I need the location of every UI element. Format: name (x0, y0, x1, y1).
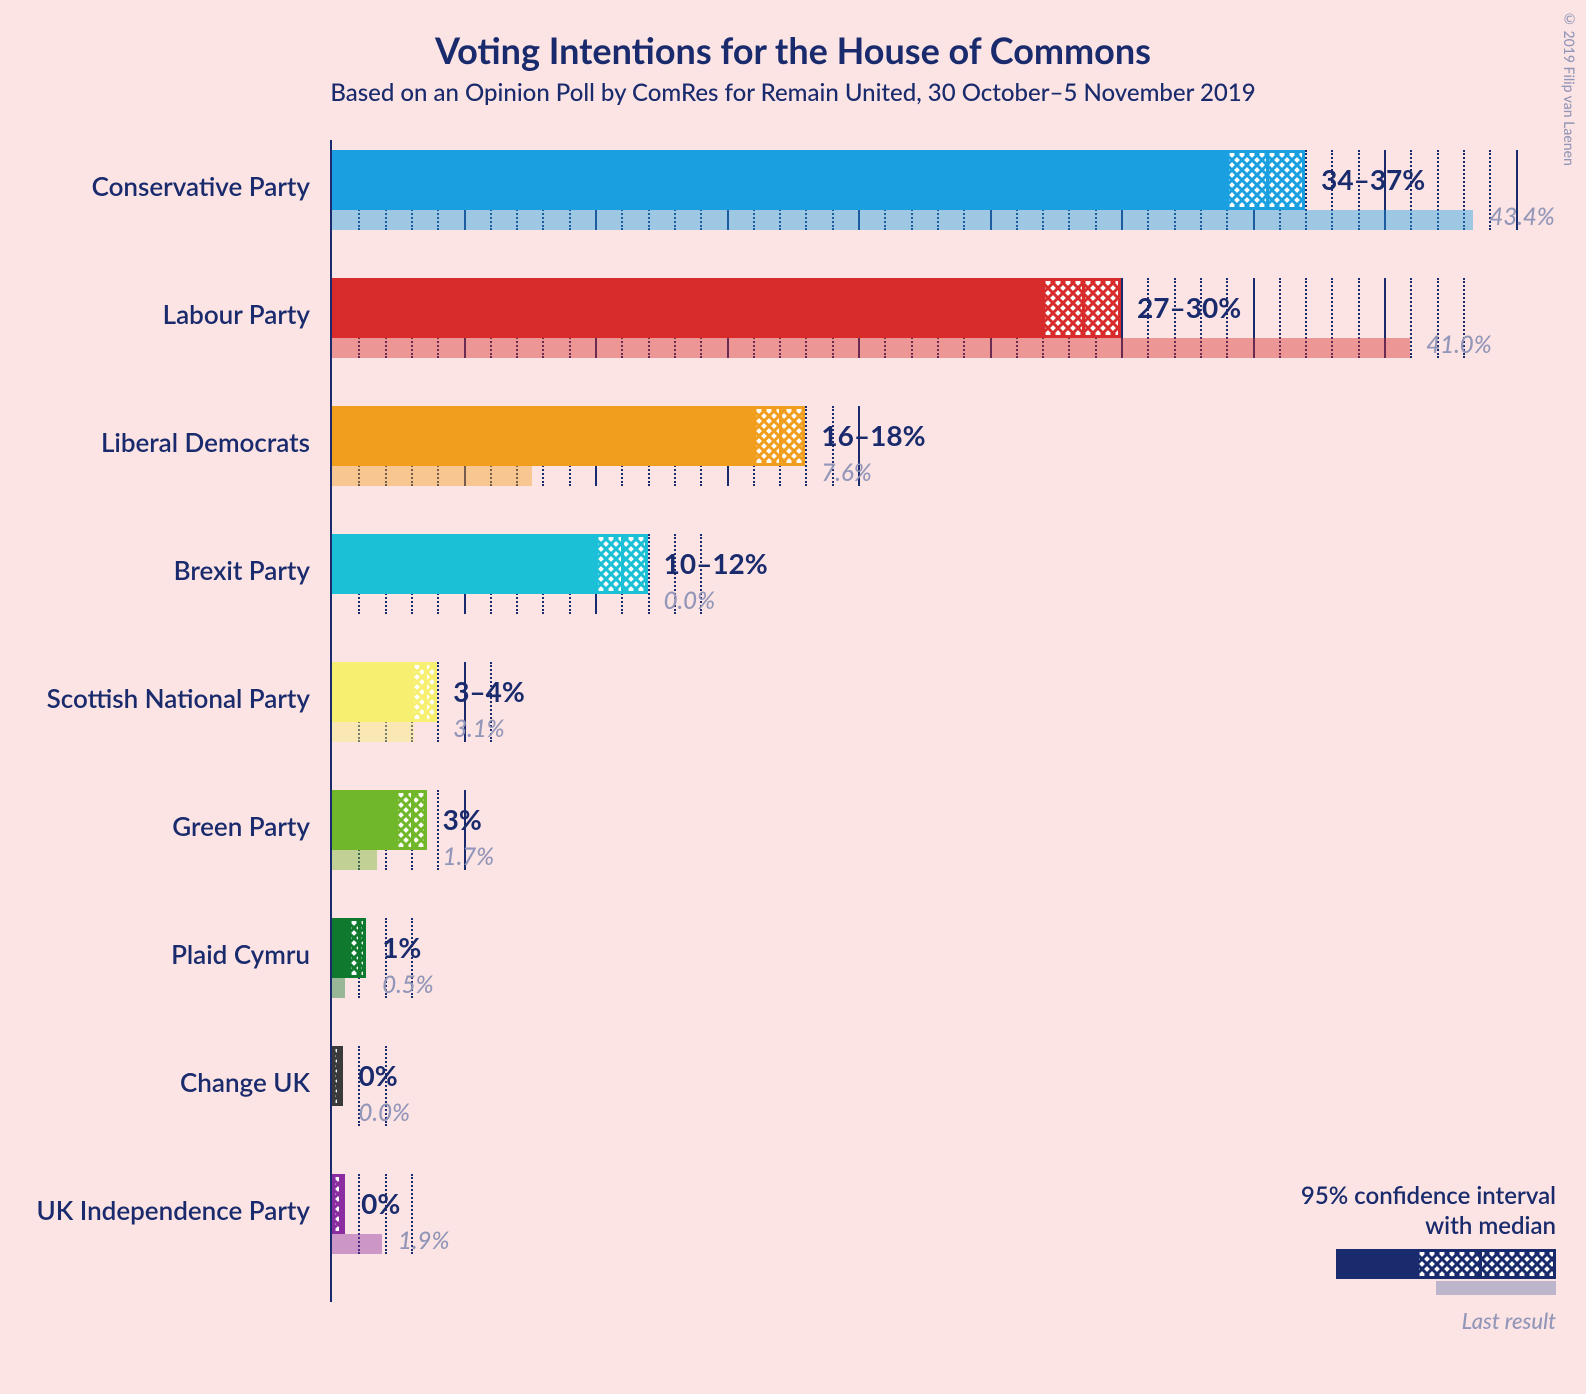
bar-last-result (332, 338, 1410, 358)
party-row: Labour Party27–30%41.0% (330, 268, 1510, 388)
legend-last-label: Last result (1301, 1307, 1556, 1334)
party-row: Green Party3%1.7% (330, 780, 1510, 900)
last-value-label: 7.6% (821, 458, 871, 487)
bar-last-result (332, 850, 377, 870)
party-row: Scottish National Party3–4%3.1% (330, 652, 1510, 772)
chart-area: Conservative Party34–37%43.4%Labour Part… (330, 140, 1510, 1330)
value-label: 34–37% (1321, 162, 1425, 196)
party-label: Scottish National Party (0, 682, 310, 714)
bar-last-result (332, 466, 532, 486)
bar-median (1082, 278, 1085, 338)
bar-median (358, 918, 361, 978)
legend-solid (1336, 1249, 1416, 1279)
value-label: 3% (443, 802, 482, 836)
last-value-label: 3.1% (453, 714, 504, 743)
party-label: Labour Party (0, 298, 310, 330)
legend: 95% confidence interval with median Last… (1301, 1181, 1556, 1334)
last-value-label: 41.0% (1426, 330, 1491, 359)
legend-title: 95% confidence interval with median (1301, 1181, 1556, 1241)
value-label: 16–18% (821, 418, 925, 452)
party-label: Green Party (0, 810, 310, 842)
bar-last-result (332, 1234, 382, 1254)
bar-solid (332, 534, 595, 594)
value-label: 0% (359, 1058, 398, 1092)
last-value-label: 0.0% (664, 586, 715, 615)
value-label: 3–4% (453, 674, 525, 708)
last-value-label: 1.9% (398, 1226, 449, 1255)
party-label: Conservative Party (0, 170, 310, 202)
bar-median (337, 1046, 340, 1106)
bar-median (424, 662, 427, 722)
bar-median (1266, 150, 1269, 210)
chart-title: Voting Intentions for the House of Commo… (0, 0, 1586, 72)
value-label: 1% (382, 930, 421, 964)
bar-solid (332, 790, 395, 850)
value-label: 27–30% (1137, 290, 1241, 324)
bar-median (339, 1174, 342, 1234)
bar-solid (332, 662, 411, 722)
chart-subtitle: Based on an Opinion Poll by ComRes for R… (0, 72, 1586, 107)
value-label: 0% (361, 1186, 400, 1220)
bar-last-result (332, 722, 414, 742)
last-value-label: 0.5% (382, 970, 433, 999)
party-row: Liberal Democrats16–18%7.6% (330, 396, 1510, 516)
value-label: 10–12% (664, 546, 768, 580)
legend-median (1479, 1249, 1482, 1279)
party-label: Liberal Democrats (0, 426, 310, 458)
bar-solid (332, 150, 1226, 210)
legend-hatch (1416, 1249, 1556, 1279)
bar-solid (332, 278, 1042, 338)
party-label: UK Independence Party (0, 1194, 310, 1226)
party-label: Change UK (0, 1066, 310, 1098)
party-label: Plaid Cymru (0, 938, 310, 970)
legend-last-bar (1436, 1281, 1556, 1295)
copyright-text: © 2019 Filip van Laenen (1561, 10, 1578, 166)
party-label: Brexit Party (0, 554, 310, 586)
bar-last-result (332, 210, 1473, 230)
bar-confidence-interval (348, 918, 366, 978)
party-row: Change UK0%0.0% (330, 1036, 1510, 1156)
last-value-label: 1.7% (443, 842, 494, 871)
party-row: Brexit Party10–12%0.0% (330, 524, 1510, 644)
bar-solid (332, 918, 348, 978)
last-value-label: 43.4% (1489, 202, 1554, 231)
last-value-label: 0.0% (359, 1098, 410, 1127)
bar-median (411, 790, 414, 850)
party-row: Conservative Party34–37%43.4% (330, 140, 1510, 260)
legend-title-line1: 95% confidence interval (1301, 1181, 1556, 1210)
legend-swatch (1336, 1249, 1556, 1299)
bar-last-result (332, 978, 345, 998)
bar-median (779, 406, 782, 466)
bar-solid (332, 406, 753, 466)
party-row: Plaid Cymru1%0.5% (330, 908, 1510, 1028)
bar-median (621, 534, 624, 594)
legend-title-line2: with median (1425, 1211, 1556, 1240)
